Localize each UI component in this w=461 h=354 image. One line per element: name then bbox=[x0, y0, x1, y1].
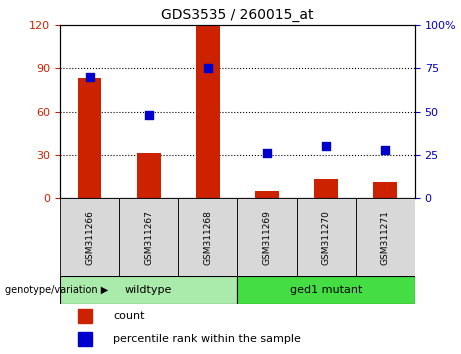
Bar bbox=[77, 78, 101, 198]
Text: GSM311269: GSM311269 bbox=[262, 210, 272, 265]
Bar bbox=[373, 182, 397, 198]
Text: GSM311268: GSM311268 bbox=[203, 210, 213, 265]
Point bbox=[145, 112, 152, 118]
Bar bbox=[60, 198, 119, 276]
Bar bbox=[178, 198, 237, 276]
Text: ged1 mutant: ged1 mutant bbox=[290, 285, 362, 295]
Bar bbox=[196, 25, 219, 198]
Text: count: count bbox=[113, 311, 145, 321]
Text: GSM311266: GSM311266 bbox=[85, 210, 94, 265]
Bar bbox=[77, 309, 92, 323]
Point bbox=[263, 150, 271, 156]
Bar bbox=[296, 198, 356, 276]
Bar bbox=[237, 198, 296, 276]
Point bbox=[204, 65, 212, 71]
Bar bbox=[255, 191, 279, 198]
Text: GSM311271: GSM311271 bbox=[381, 210, 390, 265]
Text: genotype/variation ▶: genotype/variation ▶ bbox=[5, 285, 108, 295]
Bar bbox=[137, 153, 160, 198]
Point bbox=[86, 74, 93, 80]
Text: GSM311270: GSM311270 bbox=[322, 210, 331, 265]
Bar bbox=[356, 198, 415, 276]
Point bbox=[322, 143, 330, 149]
Text: GSM311267: GSM311267 bbox=[144, 210, 153, 265]
Text: percentile rank within the sample: percentile rank within the sample bbox=[113, 334, 301, 344]
Bar bbox=[77, 332, 92, 346]
Bar bbox=[237, 276, 415, 304]
Bar bbox=[314, 179, 338, 198]
Bar bbox=[119, 198, 178, 276]
Bar bbox=[60, 276, 237, 304]
Title: GDS3535 / 260015_at: GDS3535 / 260015_at bbox=[161, 8, 313, 22]
Point bbox=[382, 147, 389, 153]
Text: wildtype: wildtype bbox=[125, 285, 172, 295]
